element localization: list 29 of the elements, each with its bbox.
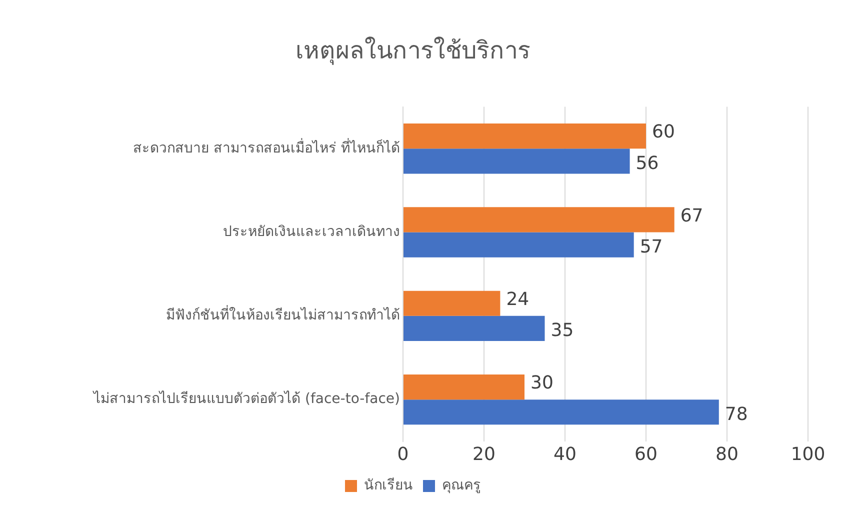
y-tick-label: มีฟังก์ชันที่ในห้องเรียนไม่สามารถทำได้ <box>166 306 400 324</box>
x-tick-label: 100 <box>790 444 826 465</box>
x-tick-label: 20 <box>472 444 496 465</box>
data-label: 24 <box>506 289 530 310</box>
data-label: 60 <box>652 122 675 143</box>
data-label: 67 <box>680 205 704 226</box>
y-tick-label: ประหยัดเงินและเวลาเดินทาง <box>223 224 400 240</box>
x-tick-label: 0 <box>397 444 409 465</box>
bar <box>404 374 524 400</box>
x-tick-label: 80 <box>716 444 738 465</box>
legend-label: คุณครู <box>442 478 481 494</box>
legend-label: นักเรียน <box>364 478 413 494</box>
bar <box>404 207 674 232</box>
bar <box>404 400 719 425</box>
bar <box>404 232 634 258</box>
y-tick-label: สะดวกสบาย สามารถสอนเมื่อไหร่ ที่ไหนก็ได้ <box>133 138 400 156</box>
data-label: 56 <box>636 152 659 174</box>
data-label: 35 <box>550 320 574 342</box>
y-tick-label: ไม่สามารถไปเรียนแบบตัวต่อตัวได้ (face-to-face) <box>92 390 400 408</box>
data-label: 78 <box>724 404 748 425</box>
x-tick-label: 60 <box>634 444 658 465</box>
data-label: 30 <box>530 372 554 394</box>
bar <box>404 316 545 342</box>
chart-title: เหตุผลในการใช้บริการ <box>296 36 530 66</box>
bar <box>404 290 500 316</box>
data-label: 57 <box>640 236 663 258</box>
x-tick-label: 40 <box>554 444 576 465</box>
bar <box>404 148 630 174</box>
bar <box>404 124 646 149</box>
